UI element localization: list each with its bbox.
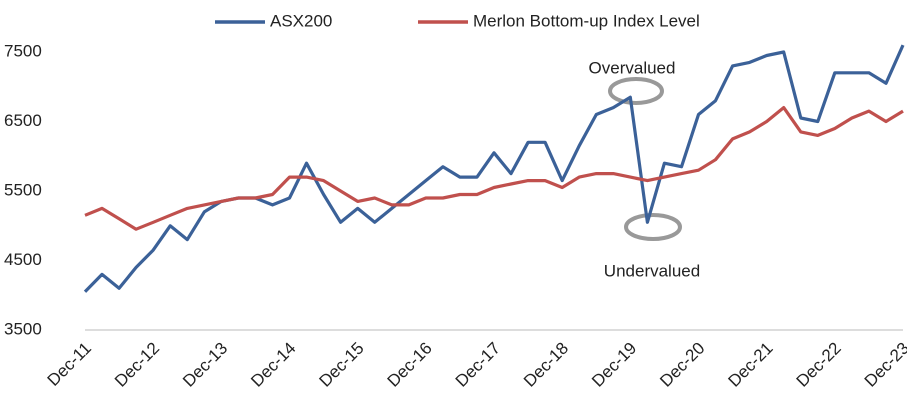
y-tick-label: 7500: [4, 41, 42, 60]
y-tick-label: 4500: [4, 250, 42, 269]
legend-label: ASX200: [270, 11, 332, 30]
undervalued-ring: [624, 213, 682, 241]
x-tick-label: Dec-17: [452, 339, 504, 391]
overvalued-ring: [608, 77, 664, 105]
x-tick-label: Dec-11: [44, 339, 95, 390]
y-tick-label: 6500: [4, 111, 42, 130]
legend-label: Merlon Bottom-up Index Level: [473, 11, 700, 30]
x-tick-label: Dec-16: [384, 339, 436, 391]
x-tick-label: Dec-21: [724, 339, 776, 391]
x-tick-label: Dec-14: [247, 339, 299, 391]
x-tick-label: Dec-19: [588, 339, 640, 391]
y-tick-label: 5500: [4, 180, 42, 199]
annotation: Overvalued: [589, 58, 676, 77]
series-line: [83, 44, 905, 293]
x-tick-label: Dec-18: [520, 339, 572, 391]
annotation: Undervalued: [604, 261, 700, 280]
x-tick-label: Dec-22: [793, 339, 845, 391]
x-tick-label: Dec-20: [656, 339, 708, 391]
x-tick-label: Dec-12: [111, 339, 163, 391]
y-tick-label: 3500: [4, 319, 42, 338]
x-tick-label: Dec-23: [861, 339, 907, 391]
x-tick-label: Dec-13: [179, 339, 231, 391]
x-tick-label: Dec-15: [315, 339, 367, 391]
series-line: [84, 106, 904, 231]
